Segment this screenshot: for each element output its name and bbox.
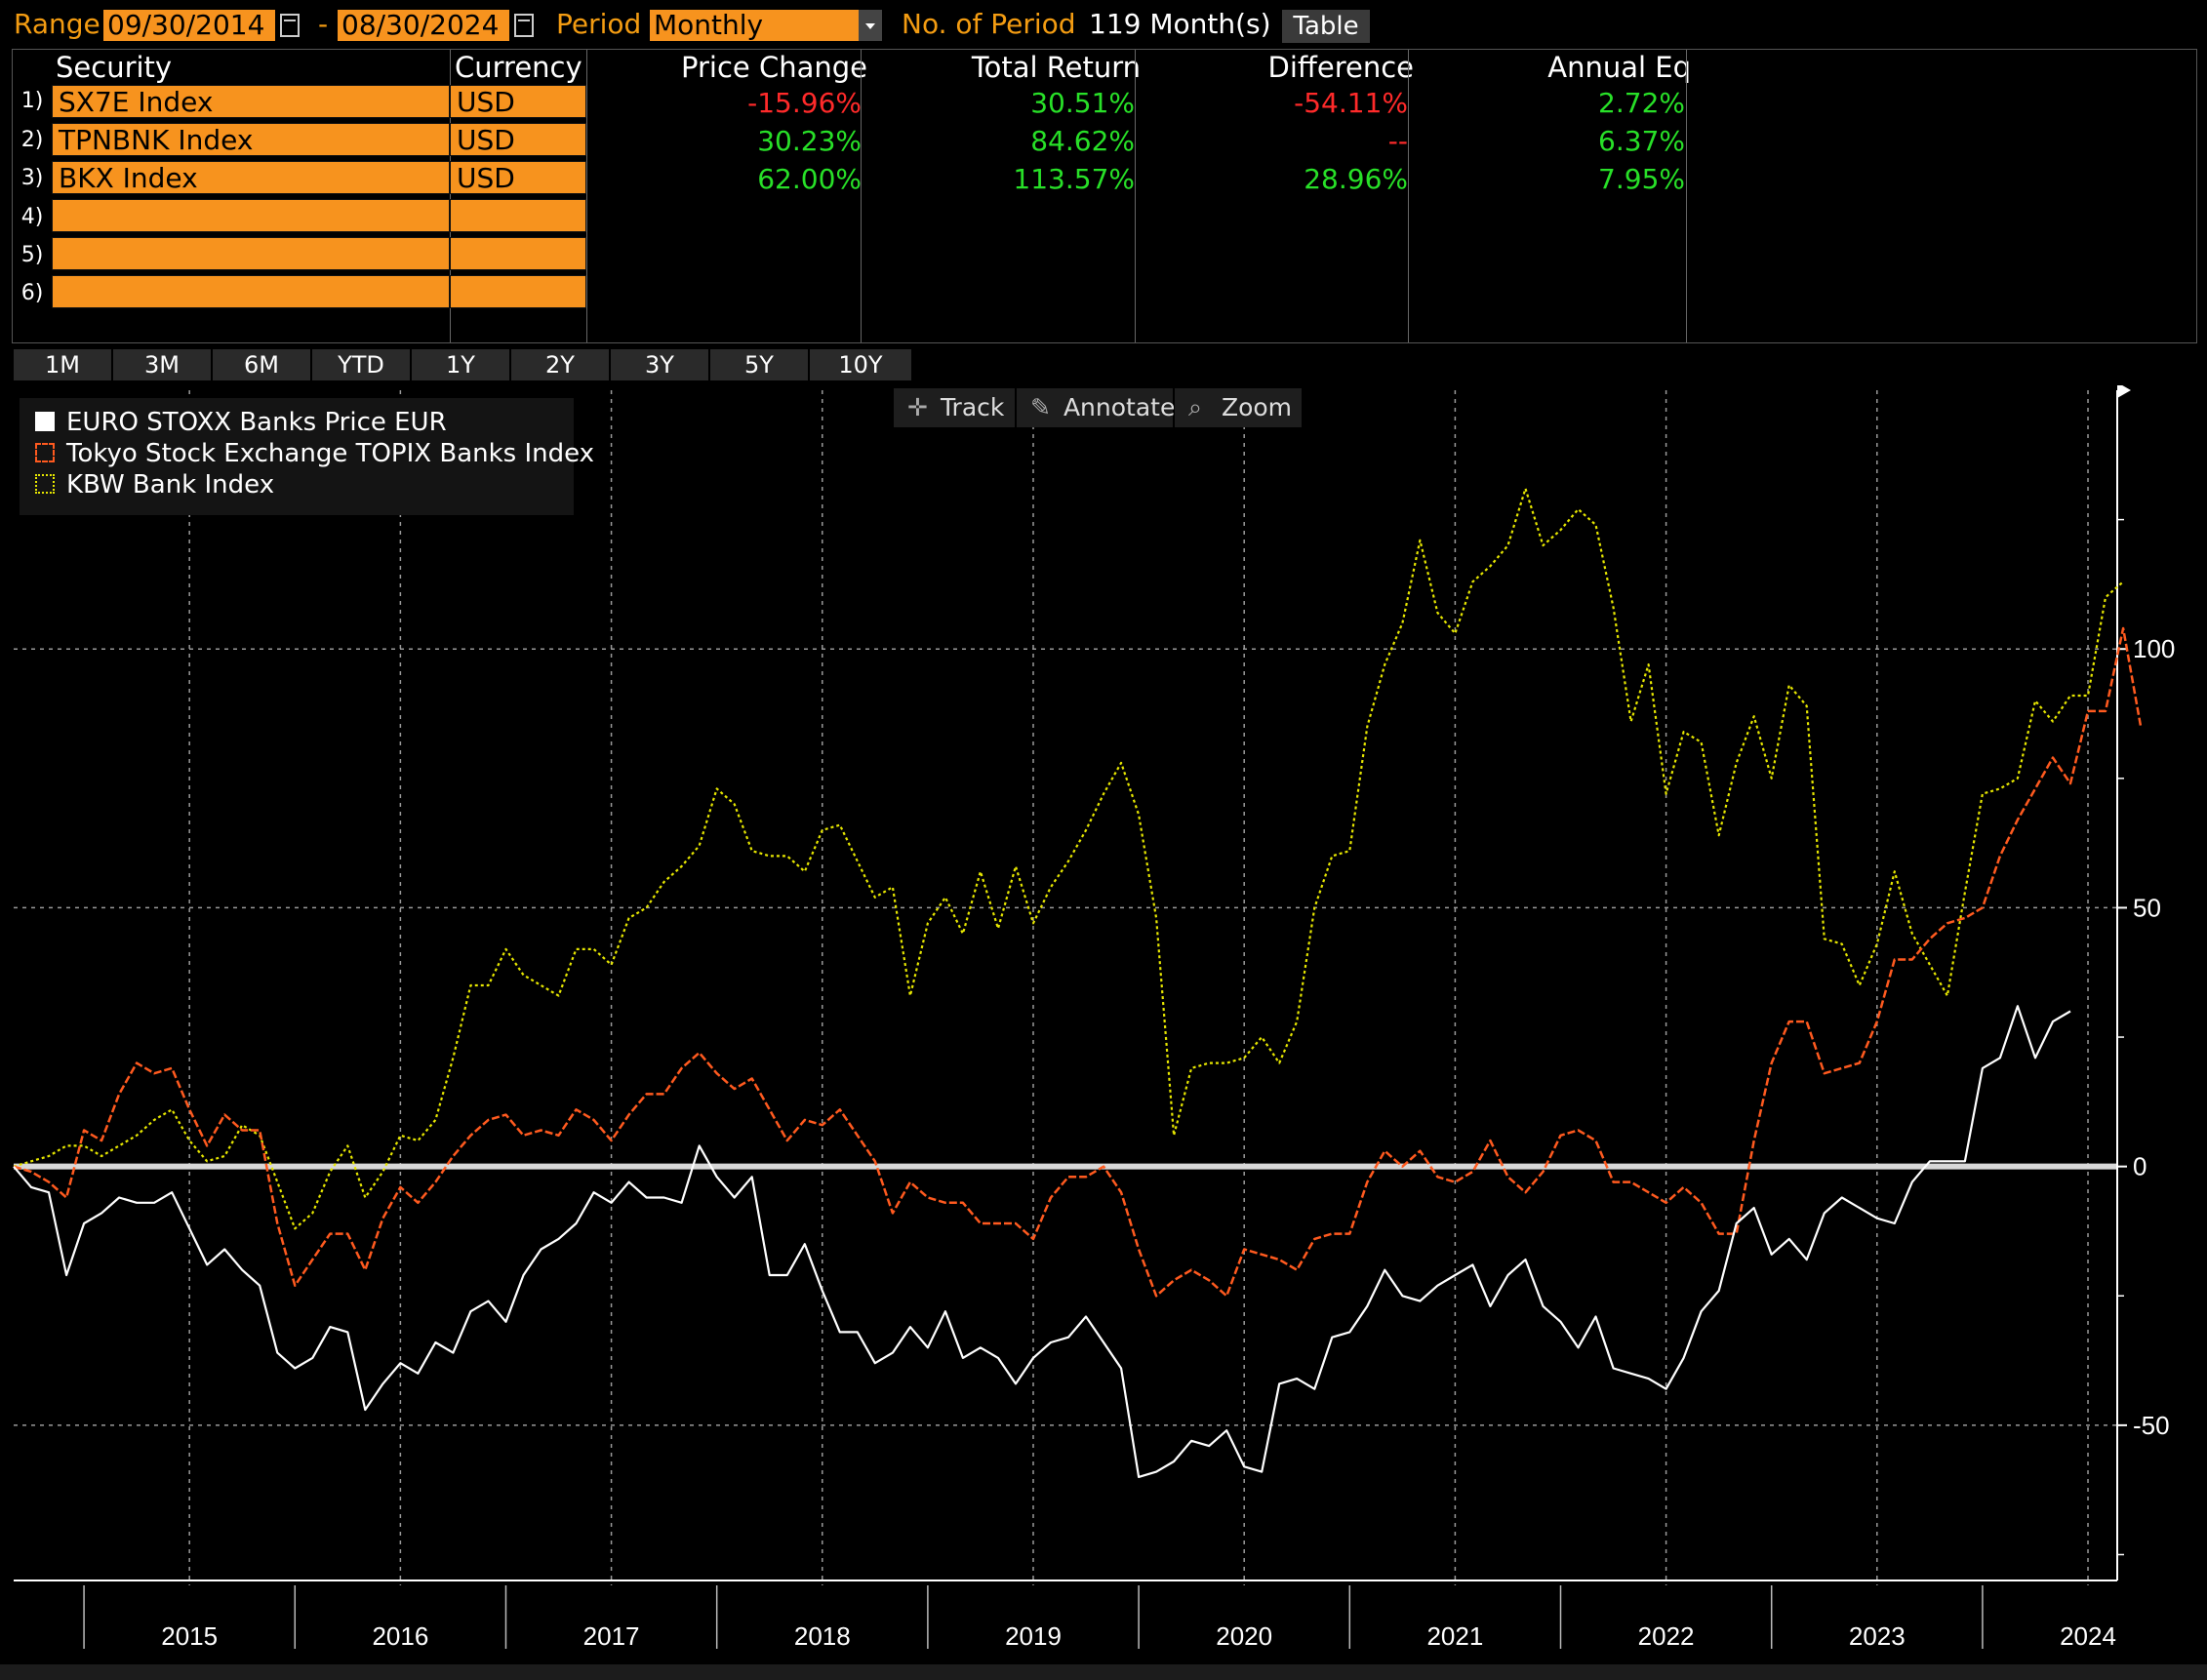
total-return-value: 84.62%: [1030, 125, 1135, 157]
x-tick-label: 2021: [1426, 1621, 1483, 1651]
period-button-6m[interactable]: 6M: [213, 349, 310, 380]
y-tick-label: 0: [2133, 1152, 2147, 1181]
x-tick-label: 2016: [372, 1621, 428, 1651]
total-return-value: 30.51%: [1030, 87, 1135, 119]
currency-cell[interactable]: USD: [450, 161, 586, 194]
num-period-value: 119 Month(s): [1089, 8, 1271, 40]
price-change-value: 62.00%: [757, 163, 862, 195]
row-number: 4): [20, 205, 44, 229]
security-cell[interactable]: TPNBNK Index: [52, 123, 450, 156]
legend-swatch-orange: [35, 443, 55, 462]
x-tick-label: 2017: [583, 1621, 640, 1651]
row-number: 2): [20, 128, 44, 152]
period-button-5y[interactable]: 5Y: [710, 349, 808, 380]
legend-swatch-white: [35, 412, 55, 431]
securities-table: Security Currency Price Change Total Ret…: [12, 49, 2197, 343]
range-separator: -: [318, 8, 329, 40]
security-cell[interactable]: [52, 199, 450, 232]
currency-cell[interactable]: USD: [450, 123, 586, 156]
y-tick-label: -50: [2133, 1411, 2170, 1440]
column-header-security: Security: [56, 51, 173, 84]
x-tick-label: 2024: [2060, 1621, 2116, 1651]
period-select[interactable]: Monthly: [650, 10, 859, 41]
security-cell[interactable]: BKX Index: [52, 161, 450, 194]
currency-cell[interactable]: USD: [450, 85, 586, 118]
annual-eq-value: 7.95%: [1598, 163, 1685, 195]
security-cell[interactable]: SX7E Index: [52, 85, 450, 118]
zoom-button[interactable]: ⌕ Zoom: [1175, 388, 1302, 427]
currency-cell[interactable]: [450, 237, 586, 270]
price-chart[interactable]: 2015 2016 2017 2018 2019 2020 2021 2022 2023 2024…: [0, 385, 2207, 1680]
period-label: Period: [556, 8, 642, 40]
x-tick-label: 2020: [1216, 1621, 1272, 1651]
pencil-icon: ✎: [1030, 393, 1051, 421]
chart-series: [13, 487, 2143, 1479]
period-button-1m[interactable]: 1M: [14, 349, 111, 380]
legend-swatch-yellow: [35, 474, 55, 494]
zoom-label: Zoom: [1221, 393, 1293, 421]
currency-cell[interactable]: [450, 199, 586, 232]
x-tick-label: 2022: [1638, 1621, 1695, 1651]
chart-axes: 2015 2016 2017 2018 2019 2020 2021 2022 2023 2024…: [14, 385, 2175, 1651]
start-date-field[interactable]: 09/30/2014: [103, 10, 275, 41]
period-button-ytd[interactable]: YTD: [312, 349, 410, 380]
legend-item: EURO STOXX Banks Price EUR: [66, 408, 447, 437]
annotate-label: Annotate: [1063, 393, 1176, 421]
column-header-price-change: Price Change: [681, 51, 867, 84]
period-button-1y[interactable]: 1Y: [412, 349, 509, 380]
difference-value: -54.11%: [1294, 87, 1408, 119]
row-number: 6): [20, 281, 44, 305]
period-button-3m[interactable]: 3M: [113, 349, 211, 380]
difference-value: --: [1387, 125, 1408, 157]
legend-item: KBW Bank Index: [66, 470, 275, 500]
track-button[interactable]: ✛ Track: [894, 388, 1015, 427]
num-period-label: No. of Period: [902, 8, 1076, 40]
row-number: 1): [20, 89, 44, 113]
header-bar: Range 09/30/2014 - 08/30/2024 Period Mon…: [0, 0, 2207, 49]
security-cell[interactable]: [52, 237, 450, 270]
period-button-10y[interactable]: 10Y: [810, 349, 911, 380]
x-tick-label: 2015: [161, 1621, 218, 1651]
status-bar: [0, 1664, 2207, 1680]
row-number: 5): [20, 243, 44, 267]
series-line-1: [13, 626, 2143, 1298]
column-header-annual-eq: Annual Eq: [1547, 51, 1691, 84]
chart-grid: [14, 390, 2117, 1585]
crosshair-icon: ✛: [907, 393, 928, 421]
period-button-2y[interactable]: 2Y: [511, 349, 609, 380]
end-date-field[interactable]: 08/30/2024: [338, 10, 509, 41]
column-header-difference: Difference: [1267, 51, 1414, 84]
price-change-value: -15.96%: [747, 87, 862, 119]
series-line-0: [13, 1005, 2071, 1479]
x-tick-label: 2019: [1005, 1621, 1062, 1651]
column-header-total-return: Total Return: [971, 51, 1141, 84]
y-tick-label: 100: [2133, 634, 2175, 663]
y-axis-arrow: [2117, 385, 2131, 398]
difference-value: 28.96%: [1304, 163, 1408, 195]
security-cell[interactable]: [52, 275, 450, 308]
column-header-currency: Currency: [455, 51, 582, 84]
currency-cell[interactable]: [450, 275, 586, 308]
annotate-button[interactable]: ✎ Annotate: [1017, 388, 1176, 427]
magnifier-icon: ⌕: [1188, 393, 1203, 421]
chart-legend: EURO STOXX Banks Price EUR Tokyo Stock E…: [20, 398, 594, 515]
y-tick-label: 50: [2133, 893, 2161, 922]
x-tick-label: 2023: [1849, 1621, 1906, 1651]
calendar-icon[interactable]: [514, 14, 534, 37]
chevron-down-icon[interactable]: [859, 10, 882, 41]
legend-item: Tokyo Stock Exchange TOPIX Banks Index: [66, 439, 595, 468]
table-button[interactable]: Table: [1282, 10, 1370, 43]
track-label: Track: [940, 393, 1005, 421]
total-return-value: 113.57%: [1013, 163, 1135, 195]
annual-eq-value: 2.72%: [1598, 87, 1685, 119]
series-line-2: [13, 487, 2124, 1230]
period-button-3y[interactable]: 3Y: [611, 349, 708, 380]
annual-eq-value: 6.37%: [1598, 125, 1685, 157]
range-label: Range: [14, 8, 100, 40]
price-change-value: 30.23%: [757, 125, 862, 157]
x-tick-label: 2018: [794, 1621, 851, 1651]
row-number: 3): [20, 166, 44, 190]
calendar-icon[interactable]: [280, 14, 300, 37]
